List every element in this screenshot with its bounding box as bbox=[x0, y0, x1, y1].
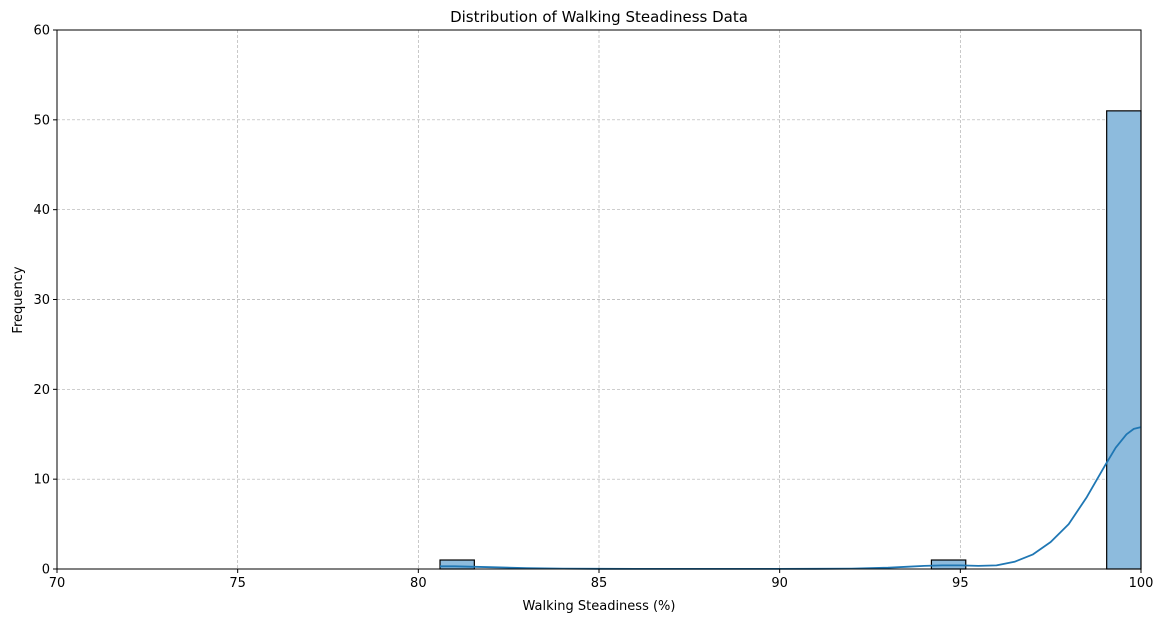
kde-curve bbox=[440, 426, 1142, 570]
x-tick-label: 80 bbox=[410, 576, 427, 591]
grid-lines bbox=[56, 29, 1142, 570]
y-tick-label: 50 bbox=[33, 113, 50, 128]
histogram-bar bbox=[439, 559, 475, 570]
histogram-bars bbox=[439, 110, 1142, 570]
x-tick-label: 100 bbox=[1129, 576, 1154, 591]
y-tick-label: 60 bbox=[33, 24, 50, 39]
y-tick-label: 30 bbox=[33, 293, 50, 308]
y-tick-label: 20 bbox=[33, 383, 50, 398]
x-axis-label: Walking Steadiness (%) bbox=[523, 599, 676, 614]
x-tick-label: 90 bbox=[771, 576, 788, 591]
y-axis-ticks: 0 10 20 30 40 50 60 bbox=[33, 24, 57, 578]
x-tick-label: 75 bbox=[229, 576, 246, 591]
chart-title: Distribution of Walking Steadiness Data bbox=[450, 8, 748, 26]
x-axis-ticks: 70 75 80 85 90 95 100 bbox=[49, 569, 1154, 591]
y-tick-label: 0 bbox=[42, 563, 50, 578]
histogram-bar bbox=[1106, 110, 1142, 570]
y-tick-label: 10 bbox=[33, 473, 50, 488]
x-tick-label: 85 bbox=[591, 576, 608, 591]
x-tick-label: 70 bbox=[49, 576, 66, 591]
y-axis-label: Frequency bbox=[11, 266, 26, 333]
x-tick-label: 95 bbox=[952, 576, 969, 591]
kde-line bbox=[440, 426, 1142, 570]
y-tick-label: 40 bbox=[33, 203, 50, 218]
